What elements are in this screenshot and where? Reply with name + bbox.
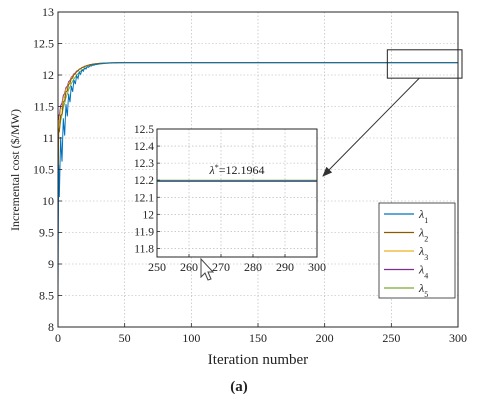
y-tick-label: 8 xyxy=(48,320,54,334)
inset-x-tick-label: 250 xyxy=(148,260,166,274)
x-tick-label: 200 xyxy=(316,331,334,345)
x-tick-label: 0 xyxy=(55,331,61,345)
inset-y-tick-label: 12.5 xyxy=(134,124,154,136)
legend-label-5: λ5 xyxy=(418,281,428,299)
y-tick-label: 8.5 xyxy=(39,289,54,303)
inset-y-tick-label: 12.1 xyxy=(134,192,154,204)
inset-plot-area xyxy=(157,129,317,257)
annotation-value: =12.1964 xyxy=(219,163,265,177)
zoom-box xyxy=(386,49,463,79)
inset-y-tick-label: 11.9 xyxy=(134,226,154,238)
y-tick-label: 10 xyxy=(42,194,54,208)
zoom-arrow xyxy=(322,77,420,177)
inset-y-tick-label: 12.3 xyxy=(134,158,154,170)
annotation-sup: * xyxy=(215,162,219,171)
inset-series-group xyxy=(157,179,317,182)
legend-label-3: λ3 xyxy=(418,244,428,262)
inset-x-ticks: 250 260 270 280 290 300 xyxy=(148,254,326,274)
inset-y-tick-label: 12.2 xyxy=(134,175,154,187)
legend-label-2: λ2 xyxy=(418,226,428,244)
y-tick-label: 9 xyxy=(48,257,54,271)
inset-y-tick-label: 12 xyxy=(143,209,155,221)
y-tick-label: 12 xyxy=(42,68,54,82)
main-y-ticks: 8 8.5 9 9.5 10 10.5 11 11.5 12 12.5 13 xyxy=(33,5,62,334)
legend-label-1: λ1 xyxy=(418,207,428,225)
main-x-ticks: 0 50 100 150 200 250 300 xyxy=(55,323,467,345)
x-axis-label: Iteration number xyxy=(208,352,308,368)
inset-x-tick-label: 300 xyxy=(308,260,326,274)
inset-y-tick-label: 12.4 xyxy=(134,141,154,153)
inset-x-tick-label: 290 xyxy=(276,260,294,274)
y-tick-label: 9.5 xyxy=(39,226,54,240)
inset-y-ticks: 11.8 11.9 12 12.1 12.2 12.3 12.4 12.5 xyxy=(134,124,160,255)
x-tick-label: 50 xyxy=(119,331,131,345)
y-tick-label: 11 xyxy=(42,131,54,145)
figure-label: (a) xyxy=(230,379,248,395)
y-tick-label: 13 xyxy=(42,5,54,19)
inset-y-tick-label: 11.8 xyxy=(134,243,154,255)
inset-axes-box xyxy=(156,128,318,258)
y-tick-label: 10.5 xyxy=(33,163,54,177)
inset-x-tick-label: 280 xyxy=(244,260,262,274)
inset-x-tick-label: 260 xyxy=(180,260,198,274)
main-series-group xyxy=(58,62,458,296)
x-tick-label: 300 xyxy=(449,331,467,345)
y-tick-label: 11.5 xyxy=(33,100,54,114)
mouse-cursor-icon xyxy=(200,257,215,281)
annotation-symbol: λ xyxy=(209,163,215,177)
inset-x-tick-label: 270 xyxy=(212,260,230,274)
inset-annotation: λ*=12.1964 xyxy=(209,162,265,177)
x-tick-label: 250 xyxy=(382,331,400,345)
series-line-1 xyxy=(58,62,458,296)
y-axis-label: Incremental cost ($/MW) xyxy=(8,109,22,231)
inset-plot: 250 260 270 280 290 300 11.8 11.9 12 12.1 12.2 12.… xyxy=(134,124,326,274)
x-tick-label: 100 xyxy=(182,331,200,345)
y-tick-label: 12.5 xyxy=(33,37,54,51)
legend-label-4: λ4 xyxy=(418,263,428,281)
x-tick-label: 150 xyxy=(249,331,267,345)
